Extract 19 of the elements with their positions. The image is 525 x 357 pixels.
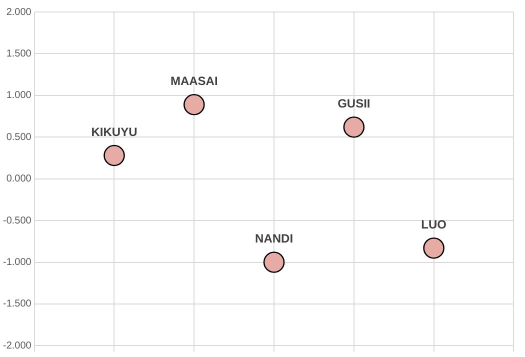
- y-tick-label: -0.500: [2, 215, 32, 226]
- y-tick-label: 0.000: [6, 174, 32, 185]
- y-tick-label: -1.000: [2, 257, 32, 268]
- y-tick-label: 1.000: [6, 90, 32, 102]
- y-tick-label: 1.500: [6, 48, 32, 60]
- series-label: LUO: [421, 217, 446, 232]
- point: [183, 94, 205, 116]
- point: [343, 116, 365, 138]
- series-label: KIKUYU: [91, 124, 138, 139]
- y-tick-label: 2.000: [6, 6, 32, 18]
- point: [104, 144, 125, 166]
- series-label: NANDI: [255, 232, 294, 246]
- y-tick-label: -1.500: [2, 298, 32, 310]
- series-label: MAASAI: [170, 74, 218, 88]
- series-label: GUSII: [338, 96, 370, 110]
- point: [263, 252, 285, 273]
- point: [423, 237, 444, 259]
- y-tick-label: 0.500: [6, 132, 32, 143]
- y-tick-label: -2.000: [2, 340, 32, 352]
